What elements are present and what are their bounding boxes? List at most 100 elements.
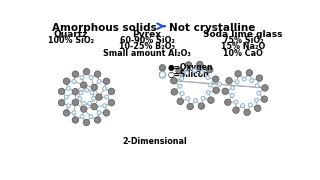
Circle shape bbox=[235, 71, 241, 77]
Circle shape bbox=[185, 71, 189, 75]
Circle shape bbox=[180, 91, 184, 96]
Text: 2-Dimensional: 2-Dimensional bbox=[122, 137, 187, 146]
Circle shape bbox=[226, 77, 232, 84]
Circle shape bbox=[254, 98, 258, 102]
Circle shape bbox=[72, 71, 79, 77]
Text: 10% CaO: 10% CaO bbox=[223, 49, 263, 58]
Circle shape bbox=[196, 61, 203, 68]
Circle shape bbox=[90, 91, 94, 95]
Circle shape bbox=[250, 78, 254, 83]
Circle shape bbox=[103, 78, 110, 84]
Circle shape bbox=[97, 79, 101, 83]
Circle shape bbox=[87, 101, 92, 105]
Circle shape bbox=[246, 70, 252, 76]
Circle shape bbox=[242, 77, 246, 81]
Circle shape bbox=[105, 95, 109, 99]
Circle shape bbox=[94, 117, 101, 123]
Circle shape bbox=[230, 93, 234, 98]
Circle shape bbox=[198, 103, 205, 109]
Circle shape bbox=[257, 91, 261, 95]
Circle shape bbox=[201, 96, 205, 100]
Circle shape bbox=[89, 76, 93, 80]
Circle shape bbox=[262, 85, 268, 91]
Circle shape bbox=[231, 86, 235, 90]
Circle shape bbox=[66, 104, 70, 108]
Circle shape bbox=[187, 103, 194, 110]
Circle shape bbox=[72, 89, 79, 95]
Text: Amorphous solids: Amorphous solids bbox=[52, 23, 160, 33]
Circle shape bbox=[233, 107, 239, 113]
Circle shape bbox=[217, 82, 221, 86]
Circle shape bbox=[103, 86, 107, 90]
Circle shape bbox=[83, 119, 90, 126]
Circle shape bbox=[200, 70, 204, 74]
Circle shape bbox=[180, 76, 184, 80]
Circle shape bbox=[81, 106, 87, 112]
Circle shape bbox=[234, 100, 238, 104]
Circle shape bbox=[222, 88, 228, 94]
Circle shape bbox=[206, 76, 210, 80]
Circle shape bbox=[235, 80, 239, 84]
Circle shape bbox=[72, 111, 76, 115]
Circle shape bbox=[185, 62, 192, 68]
Circle shape bbox=[208, 97, 214, 103]
Circle shape bbox=[261, 96, 268, 102]
Circle shape bbox=[108, 88, 115, 95]
Text: 75% SiO₂: 75% SiO₂ bbox=[223, 36, 263, 45]
Circle shape bbox=[159, 71, 166, 78]
Text: Pyrex: Pyrex bbox=[132, 30, 162, 39]
Circle shape bbox=[78, 97, 82, 101]
Circle shape bbox=[212, 76, 219, 82]
Circle shape bbox=[96, 94, 102, 100]
Circle shape bbox=[72, 79, 76, 83]
Circle shape bbox=[72, 117, 79, 123]
Circle shape bbox=[83, 68, 90, 75]
Circle shape bbox=[225, 99, 231, 105]
Circle shape bbox=[97, 111, 101, 115]
Circle shape bbox=[206, 91, 210, 95]
Circle shape bbox=[256, 75, 263, 81]
Text: 100% SiO₂: 100% SiO₂ bbox=[48, 36, 94, 45]
Circle shape bbox=[248, 103, 252, 107]
Circle shape bbox=[206, 66, 213, 73]
Circle shape bbox=[171, 89, 178, 95]
Circle shape bbox=[91, 103, 98, 110]
Circle shape bbox=[177, 98, 183, 105]
Circle shape bbox=[255, 84, 259, 88]
Circle shape bbox=[81, 82, 87, 88]
Circle shape bbox=[254, 105, 261, 112]
Circle shape bbox=[84, 88, 89, 92]
Circle shape bbox=[94, 71, 101, 77]
Circle shape bbox=[89, 115, 93, 119]
Circle shape bbox=[159, 71, 166, 78]
Circle shape bbox=[72, 99, 79, 106]
Text: Not crystalline: Not crystalline bbox=[169, 23, 256, 33]
Circle shape bbox=[213, 87, 220, 94]
Circle shape bbox=[91, 84, 98, 91]
Circle shape bbox=[194, 98, 197, 102]
Circle shape bbox=[171, 78, 177, 84]
Text: ○=Silicon: ○=Silicon bbox=[168, 70, 210, 79]
Circle shape bbox=[241, 104, 245, 108]
Text: Quartz: Quartz bbox=[54, 30, 88, 39]
Circle shape bbox=[192, 69, 196, 73]
Text: 10-25% B₂O₃: 10-25% B₂O₃ bbox=[119, 42, 175, 51]
Text: 60-90% SiO₂: 60-90% SiO₂ bbox=[119, 36, 174, 45]
Text: Small amount Al₂O₃: Small amount Al₂O₃ bbox=[103, 49, 191, 58]
Circle shape bbox=[58, 100, 65, 106]
Circle shape bbox=[91, 97, 95, 101]
Circle shape bbox=[58, 88, 65, 95]
Circle shape bbox=[159, 65, 166, 71]
Circle shape bbox=[176, 68, 182, 74]
Circle shape bbox=[103, 110, 110, 116]
Circle shape bbox=[244, 109, 250, 116]
Circle shape bbox=[64, 95, 68, 99]
Circle shape bbox=[79, 91, 83, 95]
Circle shape bbox=[66, 86, 70, 90]
Text: Soda lime glass: Soda lime glass bbox=[203, 30, 283, 39]
Circle shape bbox=[178, 84, 182, 88]
Text: 15% Na₂O: 15% Na₂O bbox=[221, 42, 265, 51]
Circle shape bbox=[80, 115, 84, 119]
Circle shape bbox=[63, 110, 70, 116]
Circle shape bbox=[63, 78, 70, 84]
